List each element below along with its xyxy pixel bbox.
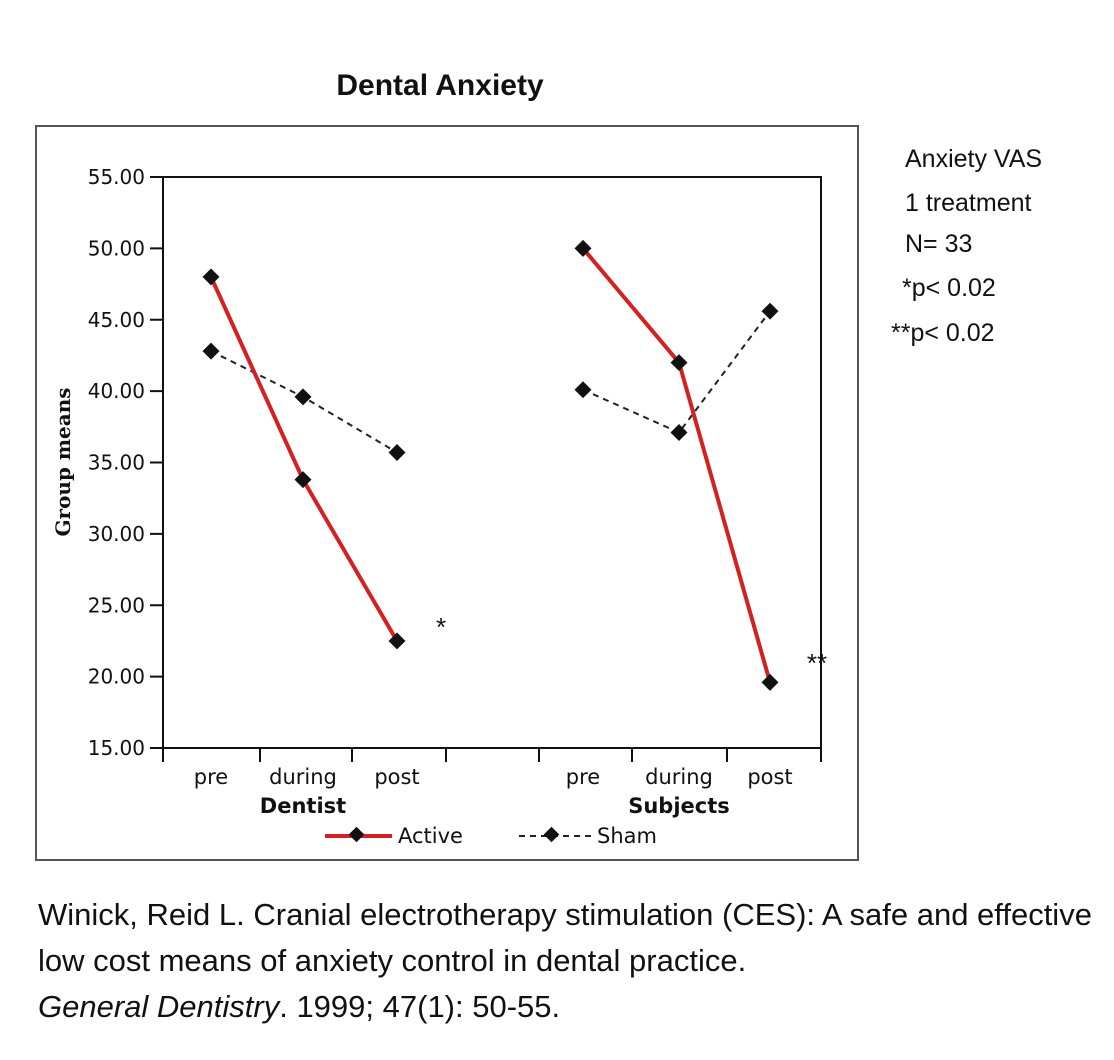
data-point-active — [761, 673, 779, 691]
x-group-label: Dentist — [260, 794, 346, 818]
data-point-active — [294, 471, 312, 489]
legend-active-label: Active — [398, 824, 463, 848]
x-category-label: pre — [194, 765, 228, 789]
data-point-active — [388, 632, 406, 650]
y-tick-label: 40.00 — [88, 379, 145, 403]
citation-title: Cranial electrotherapy stimulation (CES)… — [38, 897, 1092, 978]
citation: Winick, Reid L. Cranial electrotherapy s… — [38, 892, 1098, 1030]
citation-details: . 1999; 47(1): 50-55. — [279, 989, 561, 1024]
data-point-sham — [761, 302, 779, 320]
figure-frame — [35, 125, 859, 861]
significance-mark: * — [436, 612, 446, 642]
data-point-active — [202, 268, 220, 286]
x-category-label: pre — [566, 765, 600, 789]
chart-title: Dental Anxiety — [336, 69, 544, 102]
y-axis-label: Group means — [51, 387, 75, 536]
note-treatment: 1 treatment — [905, 189, 1032, 217]
y-tick-label: 30.00 — [88, 522, 145, 546]
data-point-sham — [670, 424, 688, 442]
legend-sham-marker — [543, 826, 560, 843]
series-line-sham-subjects — [582, 310, 771, 434]
y-tick-label: 55.00 — [88, 165, 145, 189]
y-tick-label: 50.00 — [88, 236, 145, 260]
y-tick-label: 15.00 — [88, 736, 145, 760]
note-p-double: **p< 0.02 — [891, 319, 995, 347]
x-category-label: during — [269, 765, 337, 789]
series-layer — [202, 239, 779, 691]
data-point-sham — [388, 444, 406, 461]
citation-authors: Winick, Reid L. — [38, 897, 245, 932]
significance-mark: ** — [807, 648, 827, 678]
study-notes: Anxiety VAS 1 treatment N= 33 *p< 0.02 *… — [891, 145, 1042, 347]
x-category-label: post — [374, 765, 419, 789]
y-tick-label: 35.00 — [88, 451, 145, 475]
note-p-single: *p< 0.02 — [902, 274, 996, 302]
data-point-sham — [202, 342, 220, 360]
y-tick-label: 25.00 — [88, 593, 145, 617]
y-tick-label: 45.00 — [88, 308, 145, 332]
significance-annotations: *** — [436, 612, 827, 678]
data-point-active — [670, 354, 688, 372]
data-point-active — [574, 239, 592, 257]
legend: Active Sham — [325, 824, 657, 848]
data-point-sham — [294, 388, 312, 406]
x-axis: pre during post Dentist pre during post Subject… — [162, 748, 822, 818]
data-point-sham — [574, 381, 592, 399]
x-category-label: post — [747, 765, 792, 789]
legend-item-sham: Sham — [519, 824, 657, 848]
note-anxiety-vas: Anxiety VAS — [905, 145, 1042, 173]
citation-journal: General Dentistry — [38, 989, 280, 1024]
y-axis: 15.00 20.00 25.00 30.00 35.00 40.00 45.00 50.00… — [88, 165, 163, 760]
y-tick-label: 20.00 — [88, 665, 145, 689]
x-group-label: Subjects — [628, 794, 730, 818]
legend-sham-label: Sham — [597, 824, 657, 848]
x-category-label: during — [645, 765, 713, 789]
note-n: N= 33 — [905, 230, 972, 258]
